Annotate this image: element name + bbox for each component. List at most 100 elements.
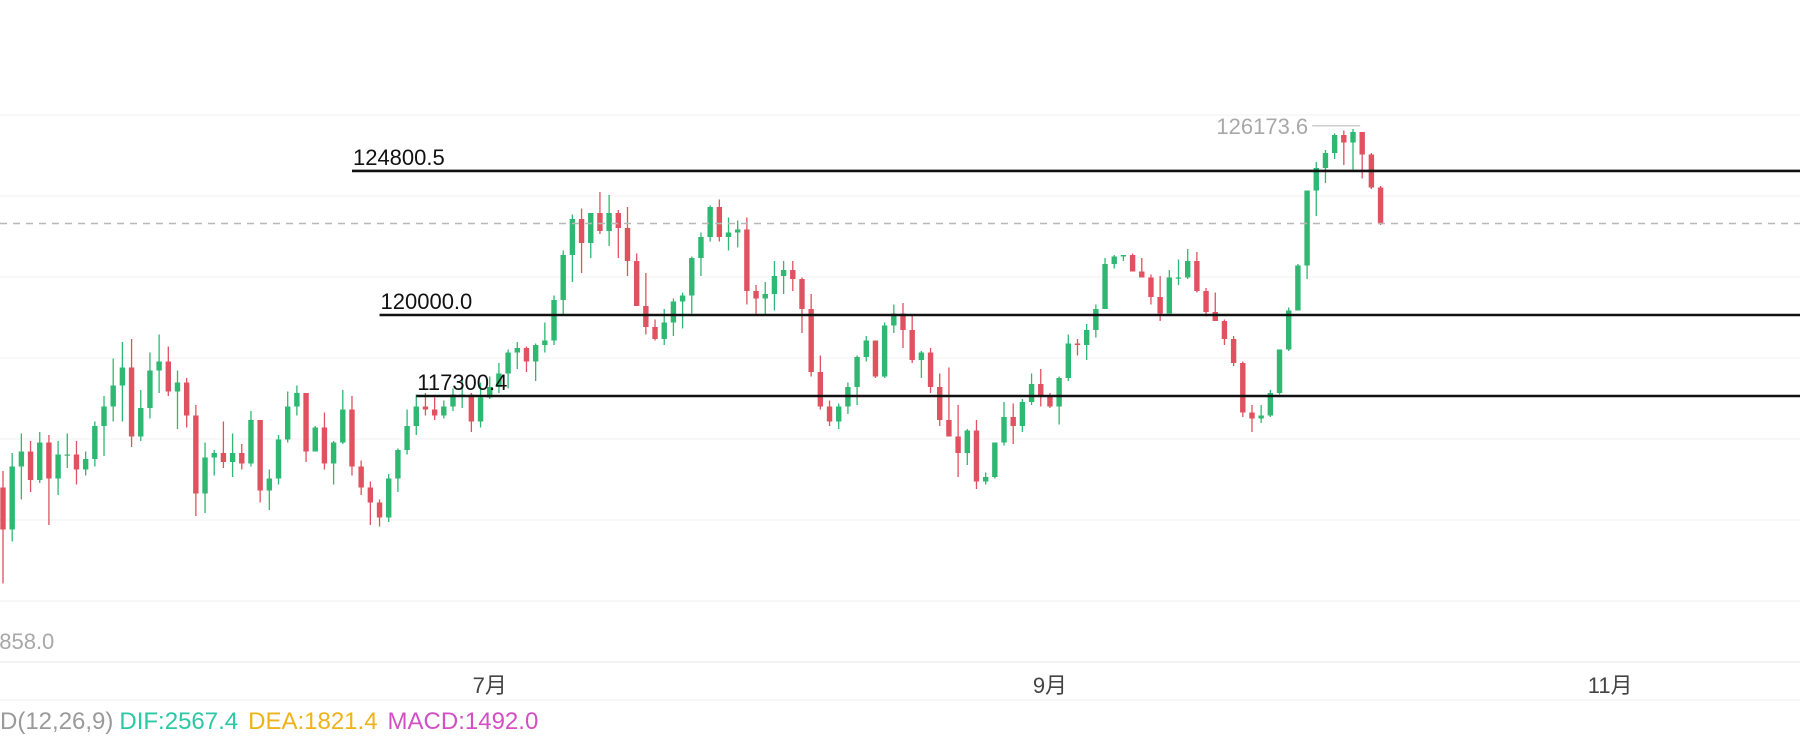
candle-body [1047, 396, 1053, 407]
macd-params-label: D(12,26,9) [0, 708, 114, 735]
candle [496, 363, 502, 393]
candle-body [863, 340, 869, 357]
candle-body [1139, 271, 1145, 278]
candle-body [955, 436, 961, 453]
candle [1267, 390, 1274, 417]
candle [1111, 255, 1117, 269]
candle [1212, 292, 1218, 321]
candle-body [514, 348, 520, 353]
candle [1184, 249, 1191, 279]
candle-body [1350, 132, 1356, 143]
candle [1350, 129, 1356, 170]
candle-body [707, 207, 713, 237]
candle [698, 232, 704, 276]
candle [1139, 258, 1145, 278]
candle-body [698, 237, 704, 258]
candle [863, 336, 869, 362]
candle [689, 256, 695, 314]
candle-body [753, 291, 759, 299]
candle-body [395, 450, 401, 479]
candle-body [422, 406, 429, 410]
candle-body [1304, 190, 1310, 266]
candle [1276, 349, 1283, 395]
candle [55, 441, 61, 495]
candle [946, 367, 952, 437]
candle [1295, 264, 1301, 311]
candle-body [689, 258, 695, 296]
candle-body [202, 457, 208, 494]
candle [551, 295, 557, 345]
candle [845, 382, 851, 414]
x-tick-label: 9月 [1033, 673, 1067, 698]
candle-body [1341, 135, 1347, 143]
candle-body [872, 340, 879, 377]
candle [643, 273, 649, 335]
candle [817, 355, 824, 410]
candle-body [1083, 330, 1090, 345]
candle [799, 277, 805, 333]
candle-body [551, 300, 557, 341]
candle [771, 261, 778, 311]
candle [183, 378, 190, 428]
annotations: 126173.6 2858.0 [0, 114, 1800, 654]
candle-body [542, 340, 548, 345]
candle [909, 315, 915, 363]
candle [376, 499, 383, 527]
candle [744, 217, 750, 305]
candle-body [82, 459, 89, 470]
candle [523, 346, 530, 372]
candle-body [1093, 309, 1099, 330]
candle-body [780, 270, 787, 276]
candle [937, 373, 943, 426]
candle-body [643, 306, 649, 327]
candle [73, 441, 80, 485]
candle-body [1276, 349, 1283, 393]
macd-legend: D(12,26,9) DIF:2567.4 DEA:1821.4 MACD:1492.… [0, 708, 548, 736]
candle-body [321, 427, 328, 464]
candle-body [891, 313, 897, 326]
candle [780, 261, 787, 294]
candle-body [257, 420, 263, 491]
macd-histogram-value: MACD:1492.0 [387, 708, 539, 735]
candle [734, 220, 741, 248]
candle-body [973, 430, 980, 482]
x-tick-label: 7月 [473, 673, 507, 698]
candle-body [1240, 363, 1246, 413]
candle-body [1120, 255, 1127, 257]
candle-body [367, 487, 374, 503]
candle [257, 420, 263, 503]
candle [707, 205, 713, 242]
candle-body [1295, 265, 1301, 311]
level-label: 117300.4 [417, 370, 507, 395]
candle-body [147, 370, 153, 408]
candle [716, 199, 723, 242]
candle [37, 432, 43, 483]
candle-body [927, 352, 934, 387]
candle [1341, 130, 1347, 165]
price-levels[interactable]: 124800.5 120000.0 117300.4 [351, 145, 1800, 398]
candle [560, 250, 566, 315]
candle [725, 217, 732, 251]
candle [790, 261, 796, 291]
candle-body [624, 228, 631, 261]
candle [266, 469, 273, 510]
candle-body [1377, 187, 1384, 224]
candle-body [358, 466, 364, 488]
candle-body [1331, 135, 1338, 153]
candle-body [156, 361, 162, 371]
candle-body [1322, 153, 1329, 168]
candles [0, 129, 1384, 584]
candle [918, 351, 925, 378]
level-label: 124800.5 [353, 145, 445, 170]
candle [349, 396, 355, 476]
candle-body [211, 453, 217, 458]
candle [9, 453, 15, 542]
candle [881, 322, 888, 378]
candle [119, 342, 126, 422]
candle-body [1157, 297, 1163, 314]
candle-body [349, 409, 355, 467]
candle-body [229, 453, 236, 462]
candle-body [578, 219, 585, 243]
candle [1056, 376, 1062, 425]
